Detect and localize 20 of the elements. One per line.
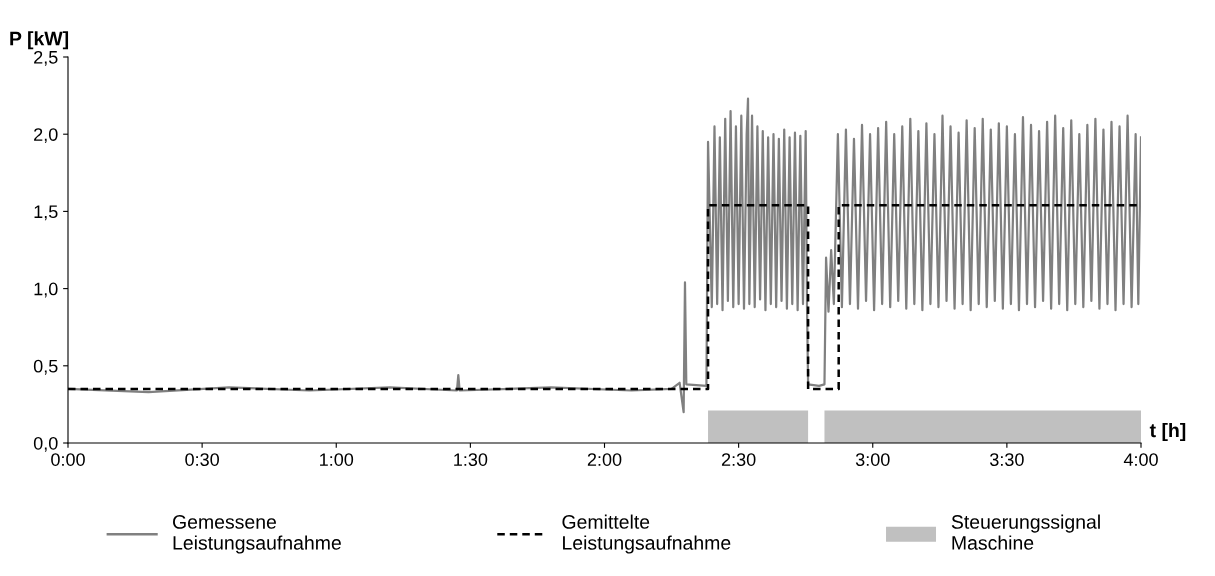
y-tick-label: 2,5 xyxy=(34,50,58,66)
x-tick-label: 4:00 xyxy=(1123,453,1158,466)
legend-label: Steuerungssignal Maschine xyxy=(951,514,1100,550)
y-tick-label: 2,0 xyxy=(34,128,58,144)
x-tick-label: 0:30 xyxy=(185,453,219,466)
x-tick-label: 3:30 xyxy=(989,453,1024,466)
y-tick-label: 1,5 xyxy=(34,205,58,221)
legend-label: Gemittelte Leistungsaufnahme xyxy=(562,514,731,554)
x-tick-label: 3:00 xyxy=(855,453,890,466)
y-tick-label: 0,5 xyxy=(33,359,58,375)
x-tick-label: 1:00 xyxy=(320,453,354,466)
x-tick-label: 2:30 xyxy=(721,453,756,466)
y-tick-label: 0,0 xyxy=(33,436,58,452)
x-tick-label: 1:30 xyxy=(454,453,488,466)
x-axis-title: t [h] xyxy=(1149,422,1186,442)
x-tick-label: 2:00 xyxy=(587,453,622,466)
y-tick-label: 1,0 xyxy=(34,282,58,298)
x-tick-label: 0:00 xyxy=(51,453,85,466)
y-axis-title: P [kW] xyxy=(10,31,69,50)
legend-label: Gemessene Leistungsaufnahme xyxy=(173,515,341,554)
